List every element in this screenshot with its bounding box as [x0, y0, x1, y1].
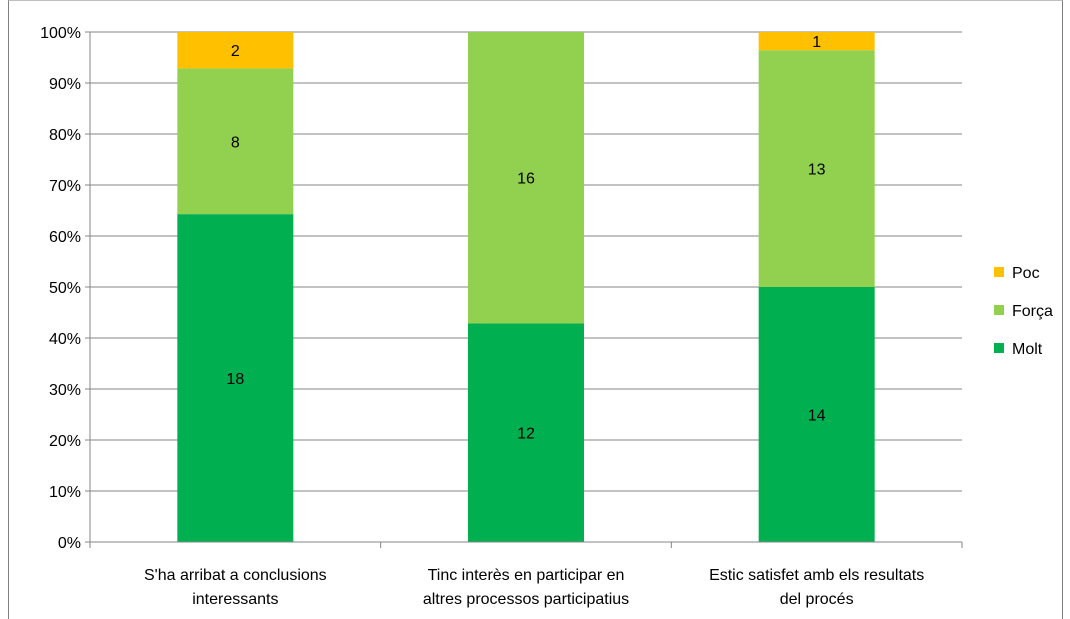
category-label: altres processos participatius [423, 591, 629, 608]
y-tick-label: 60% [49, 229, 81, 246]
bar-segment-molt [758, 287, 875, 542]
legend-swatch-força [994, 305, 1004, 315]
y-tick-label: 80% [49, 127, 81, 144]
category-label: S'ha arribat a conclusions [144, 567, 327, 584]
y-tick-label: 0% [58, 535, 81, 552]
bar-segment-força [177, 68, 294, 215]
legend-label: Força [1012, 303, 1053, 320]
bar-segment-poc [758, 32, 875, 51]
bars: 18 8 2 12 16 14 13 1 [177, 32, 875, 542]
y-tick-label: 40% [49, 331, 81, 348]
y-tick-label: 100% [40, 25, 81, 42]
x-axis: S'ha arribat a conclusions interessants Ti… [89, 541, 963, 608]
y-tick-label: 90% [49, 76, 81, 93]
category-label: Estic satisfet amb els resultats [709, 567, 924, 584]
category-label: Tinc interès en participar en [428, 567, 625, 584]
category-label: del procés [780, 591, 854, 608]
bar-segment-molt [468, 323, 584, 542]
bar-segment-molt [177, 214, 294, 542]
data-label: 16 [517, 171, 535, 188]
data-label: 2 [231, 43, 240, 60]
data-label: 1 [812, 34, 821, 51]
y-tick-label: 30% [49, 382, 81, 399]
bar-segment-força [758, 50, 875, 287]
data-label: 14 [808, 408, 826, 425]
chart-border [8, 0, 1063, 619]
bar-segment-poc [177, 32, 294, 69]
bar-segment-força [468, 32, 584, 324]
y-tick-label: 50% [49, 280, 81, 297]
y-axis: 0% 10% 20% 30% 40% 50% 60% 70% 80% 90% 100% [40, 25, 91, 552]
legend-label: Poc [1012, 265, 1040, 282]
category-label: interessants [192, 591, 278, 608]
legend-label: Molt [1012, 341, 1043, 358]
data-label: 8 [231, 134, 240, 151]
y-tick-label: 70% [49, 178, 81, 195]
data-label: 12 [517, 426, 535, 443]
legend-swatch-poc [994, 267, 1004, 277]
data-label: 18 [226, 371, 244, 388]
y-tick-label: 20% [49, 433, 81, 450]
data-label: 13 [808, 162, 826, 179]
legend: Poc Força Molt [994, 265, 1053, 358]
y-tick-label: 10% [49, 484, 81, 501]
legend-swatch-molt [994, 343, 1004, 353]
